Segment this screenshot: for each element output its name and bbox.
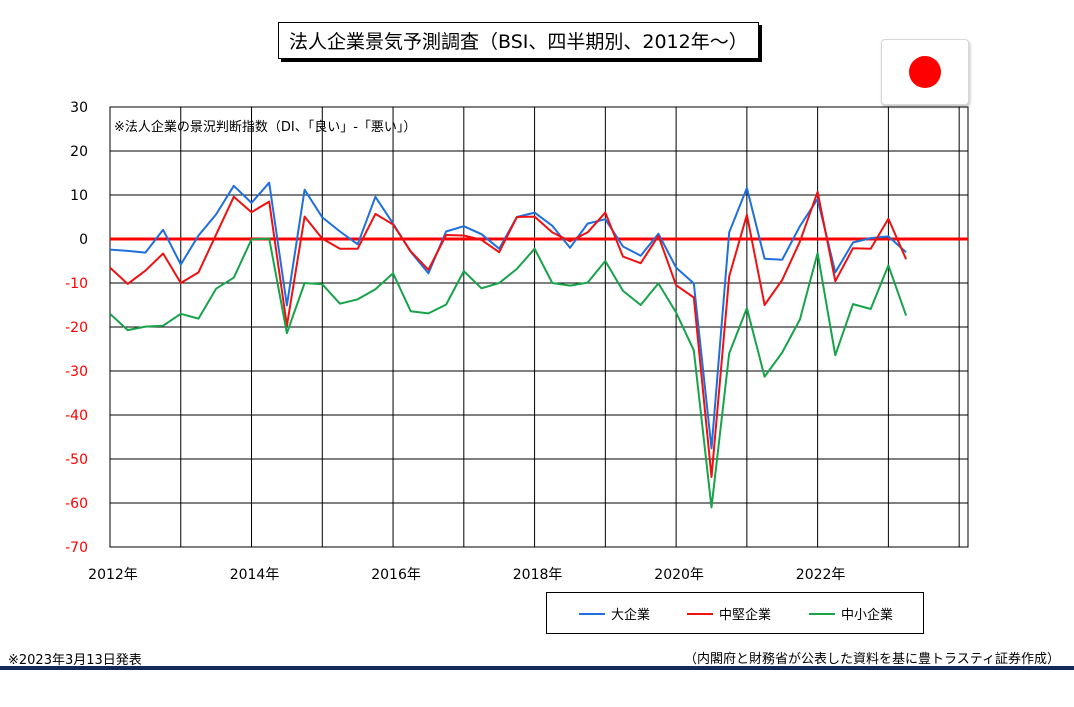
legend-item-small: 中小企業	[809, 604, 893, 623]
legend-swatch-small	[809, 612, 835, 615]
x-tick-label: 2018年	[513, 567, 563, 583]
x-tick-label: 2022年	[796, 567, 846, 583]
x-tick-label: 2012年	[88, 567, 138, 583]
japan-flag	[881, 39, 969, 105]
y-tick-label: -70	[65, 540, 88, 556]
x-tick-label: 2014年	[230, 567, 280, 583]
y-tick-label: -30	[65, 364, 88, 380]
chart-legend: 大企業 中堅企業 中小企業	[546, 592, 924, 634]
y-tick-label: 30	[70, 100, 88, 116]
x-tick-label: 2016年	[371, 567, 421, 583]
series-line-2	[109, 237, 908, 509]
legend-item-mid: 中堅企業	[687, 604, 771, 623]
legend-label-small: 中小企業	[841, 608, 894, 623]
series-line-0	[109, 181, 907, 450]
chart-grid	[109, 106, 969, 548]
legend-label-mid: 中堅企業	[719, 608, 772, 623]
source-note: （内閣府と財務省が公表した資料を基に豊トラスティ証券作成）	[684, 652, 1060, 667]
release-date-note: ※2023年3月13日発表	[8, 653, 142, 668]
legend-label-large: 大企業	[611, 608, 651, 623]
chart-title: 法人企業景気予測調査（BSI、四半期別、2012年～）	[278, 22, 759, 59]
flag-sun-icon	[909, 56, 941, 88]
y-tick-label: -50	[65, 452, 88, 468]
y-tick-label: 0	[79, 232, 88, 248]
x-axis-ticks: 2012年 2014年 2016年 2018年 2020年 2022年	[88, 567, 845, 583]
y-tick-label: 20	[70, 144, 88, 160]
x-tick-label: 2020年	[654, 567, 704, 583]
footer-rule	[0, 666, 1074, 670]
legend-swatch-large	[579, 612, 605, 615]
y-tick-label: 10	[70, 188, 88, 204]
legend-swatch-mid	[687, 612, 713, 615]
y-tick-label: -10	[65, 276, 88, 292]
y-axis-ticks: 30 20 10 0 -10 -20 -30 -40 -50 -60 -70	[65, 100, 88, 556]
y-tick-label: -20	[65, 320, 88, 336]
y-tick-label: -60	[65, 496, 88, 512]
y-tick-label: -40	[65, 408, 88, 424]
chart-annotation: ※法人企業の景況判断指数（DI、「良い」-「悪い」）	[114, 119, 416, 135]
legend-item-large: 大企業	[579, 604, 650, 623]
series-line-1	[109, 190, 908, 478]
chart-series	[109, 181, 908, 509]
